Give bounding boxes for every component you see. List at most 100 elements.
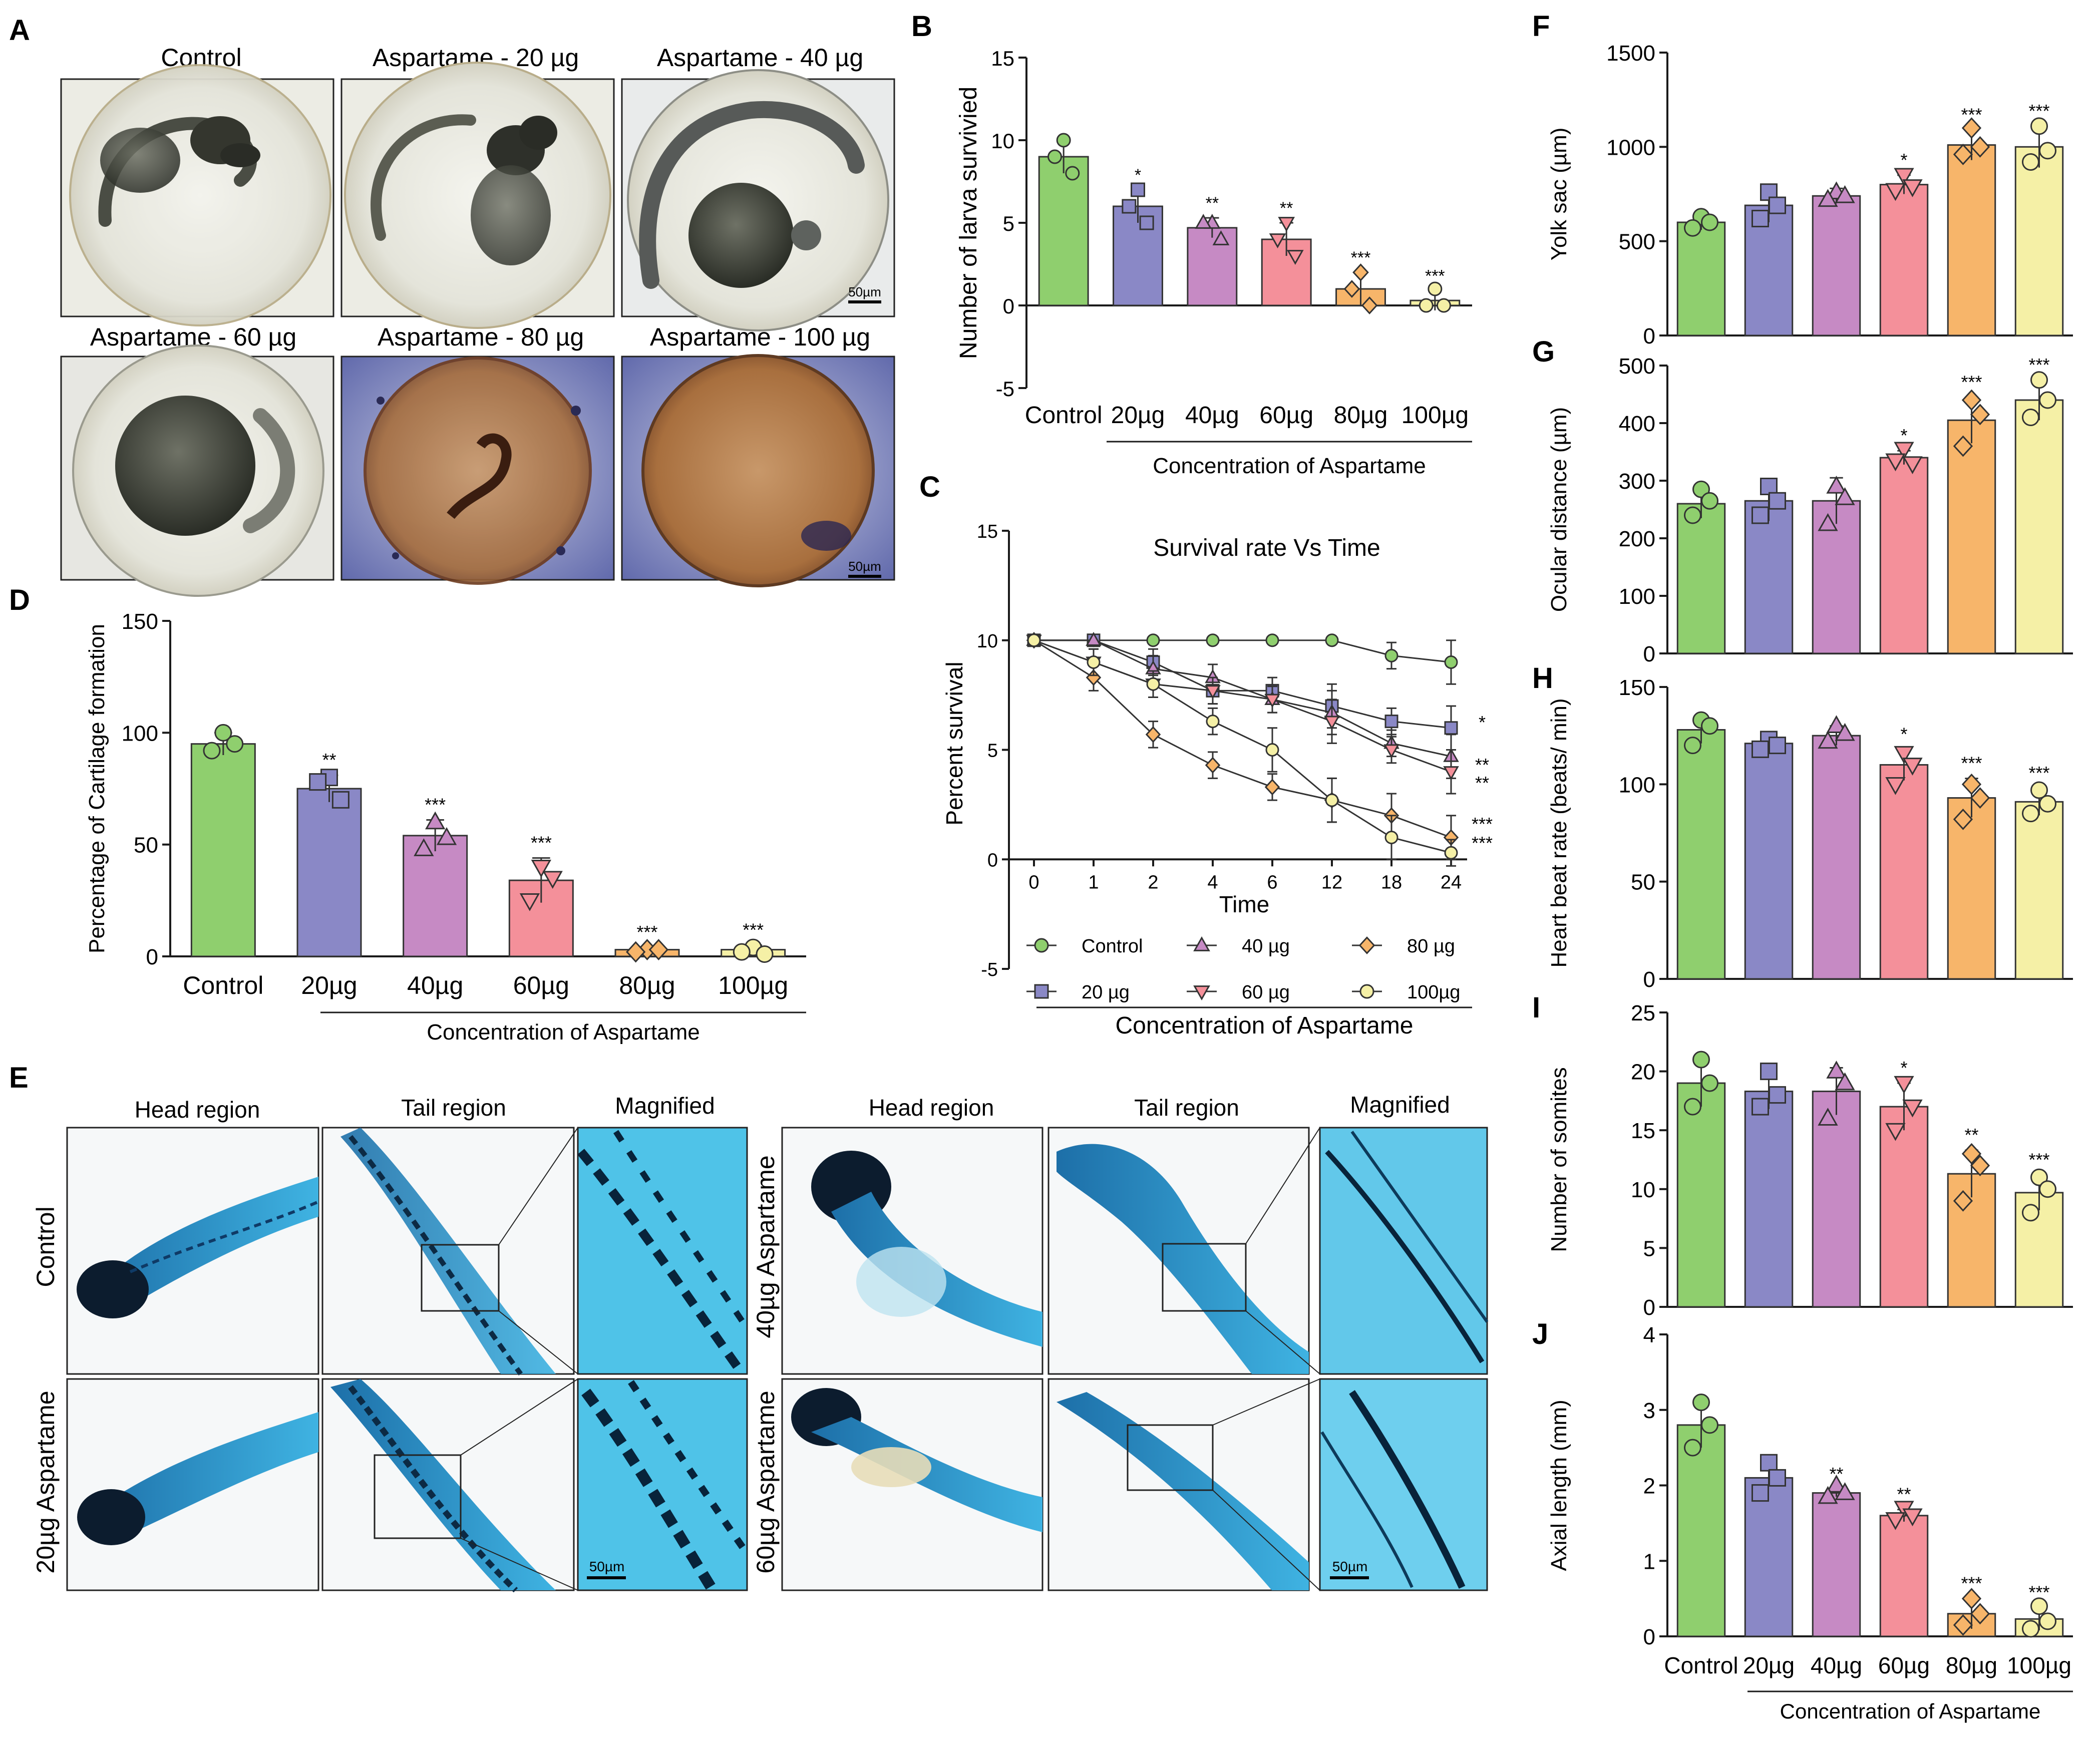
bar xyxy=(1744,500,1794,654)
y-tick-label: 15 xyxy=(991,47,1014,70)
y-tick-label: 15 xyxy=(1631,1119,1655,1143)
x-tick-label: 20µg xyxy=(1743,1652,1795,1678)
data-point xyxy=(1352,263,1369,281)
data-point xyxy=(1692,1394,1710,1412)
data-point xyxy=(1443,766,1459,781)
e-mag-60ug: 50µm xyxy=(1319,1378,1488,1591)
x-tick-label: 60µg xyxy=(1259,402,1313,429)
panel-a-title-40: Aspartame - 40 µg xyxy=(657,44,863,72)
y-axis-label: Yolk sac (µm) xyxy=(1547,128,1571,261)
y-tick-label: 10 xyxy=(1631,1178,1655,1202)
data-point xyxy=(1902,1508,1923,1527)
data-point xyxy=(1692,1051,1710,1069)
significance-mark: * xyxy=(1900,425,1907,446)
data-point xyxy=(1760,1063,1778,1081)
data-point xyxy=(1961,389,1982,411)
data-point xyxy=(1826,715,1847,734)
data-point xyxy=(1769,1469,1787,1487)
bar xyxy=(1812,195,1861,336)
e-mag-20ug: 50µm xyxy=(577,1378,749,1591)
y-axis-label: Percent survival xyxy=(941,661,967,825)
e-tail-20ug xyxy=(321,1378,578,1593)
data-point xyxy=(226,735,244,753)
data-point xyxy=(1961,773,1982,795)
y-tick-label: 500 xyxy=(1619,230,1655,254)
data-point xyxy=(1970,787,1990,809)
data-point xyxy=(1885,1512,1906,1530)
data-point xyxy=(1953,143,1973,165)
data-point xyxy=(1324,716,1340,730)
data-point xyxy=(1818,1486,1838,1504)
data-point xyxy=(1835,185,1855,203)
chart-d-cartilage: 0 50 100 150 Percentage of Cartilage formati… xyxy=(85,609,806,1045)
data-point xyxy=(1701,492,1719,510)
y-tick-label: 5 xyxy=(987,741,998,762)
panel-e-col-head-right: Head region xyxy=(869,1095,994,1121)
bar xyxy=(1676,1424,1726,1637)
data-point xyxy=(1683,219,1701,237)
bar xyxy=(2014,146,2064,336)
data-point xyxy=(2030,1597,2048,1615)
panel-e-col-mag-right: Magnified xyxy=(1350,1092,1450,1118)
data-point xyxy=(1286,250,1304,265)
x-tick-label: 60µg xyxy=(513,971,569,999)
micrograph-100ug: 50µm xyxy=(621,354,895,587)
data-point xyxy=(1826,476,1847,494)
bar xyxy=(1187,227,1238,306)
data-point xyxy=(1751,1484,1769,1502)
y-tick-label: 50 xyxy=(1631,870,1655,895)
y-tick-label: 25 xyxy=(1631,1001,1655,1025)
data-point xyxy=(1769,1086,1787,1104)
y-tick-label: 1500 xyxy=(1606,41,1655,66)
x-tick-label: 1 xyxy=(1088,872,1099,893)
x-tick-label: 80µg xyxy=(1946,1652,1997,1678)
data-point xyxy=(1361,296,1378,314)
data-point xyxy=(414,838,434,856)
panel-label-G: G xyxy=(1532,335,1555,368)
significance-mark: *** xyxy=(2028,763,2049,783)
x-tick-label: 20µg xyxy=(301,971,357,999)
legend-label: 60 µg xyxy=(1242,982,1290,1003)
y-tick-label: 2 xyxy=(1643,1474,1655,1499)
scale-bar-label-e1: 50µm xyxy=(589,1559,625,1574)
data-point xyxy=(1206,633,1220,647)
bar xyxy=(1812,1492,1861,1637)
data-point xyxy=(1701,213,1719,231)
y-tick-label: 1000 xyxy=(1606,135,1655,160)
data-point xyxy=(1436,298,1451,313)
x-tick-label: Control xyxy=(1025,402,1103,429)
data-point xyxy=(214,724,232,742)
y-tick-label: 5 xyxy=(1643,1236,1655,1261)
data-point xyxy=(1953,435,1973,457)
data-point xyxy=(1953,808,1973,830)
e-head-40ug xyxy=(781,1127,1043,1375)
x-tick-label: 4 xyxy=(1207,872,1218,893)
bar xyxy=(1676,503,1726,654)
data-point xyxy=(2030,781,2048,799)
bar xyxy=(1947,419,1996,654)
data-point xyxy=(1384,831,1398,844)
significance-mark: *** xyxy=(743,920,764,940)
data-point xyxy=(1047,149,1063,164)
x-tick-label: 100µg xyxy=(2007,1652,2071,1678)
x-axis-caption: Concentration of Aspartame xyxy=(427,1020,699,1045)
significance-mark: *** xyxy=(636,922,657,942)
data-point xyxy=(1195,213,1212,229)
data-point xyxy=(2030,117,2048,135)
scale-bar-label-a2: 50µm xyxy=(848,559,881,574)
y-tick-label: 10 xyxy=(977,631,998,652)
y-tick-label: 0 xyxy=(1643,1295,1655,1320)
data-point xyxy=(1278,217,1295,232)
panel-label-E: E xyxy=(9,1062,29,1094)
data-point xyxy=(1205,685,1221,700)
data-point xyxy=(425,811,446,830)
bar xyxy=(1676,221,1726,336)
data-point xyxy=(2039,1612,2057,1630)
bar xyxy=(1879,1515,1929,1637)
significance-mark: ** xyxy=(1475,773,1489,793)
chart-title: Survival rate Vs Time xyxy=(1153,535,1380,561)
y-axis-label: Ocular distance (µm) xyxy=(1547,407,1571,612)
e-tail-60ug xyxy=(1047,1378,1320,1591)
data-point xyxy=(756,945,774,963)
